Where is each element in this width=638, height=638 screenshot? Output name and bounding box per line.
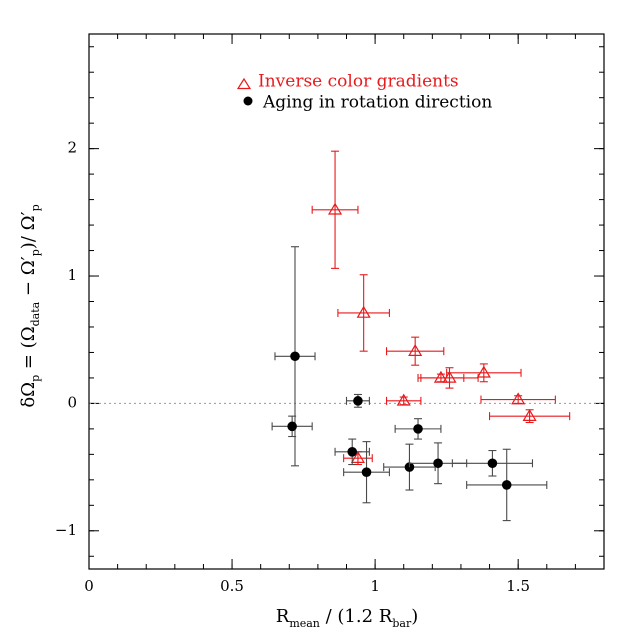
series-inverse-color-gradients: [311, 150, 571, 466]
x-tick-label: 0.5: [220, 577, 244, 595]
y-tick-label: 1: [67, 266, 77, 284]
data-series: [271, 150, 571, 522]
error-bar: [489, 409, 571, 424]
triangle-marker: [442, 370, 457, 383]
x-axis-label: Rmean / (1.2 Rbar): [276, 606, 418, 630]
triangle-marker: [433, 370, 448, 383]
circle-marker: [347, 447, 358, 457]
x-axis-label-main: R: [276, 606, 290, 627]
y-tick-labels: −1 0 1 2: [55, 139, 77, 539]
error-bar: [337, 274, 390, 352]
x-tick-labels: 0 0.5 1 1.5: [84, 577, 530, 595]
legend-label-aging-rotation: Aging in rotation direction: [262, 93, 492, 113]
triangle-marker: [522, 408, 537, 421]
triangle-marker: [396, 393, 411, 406]
circle-marker: [501, 480, 512, 490]
x-axis-label-end: ): [411, 606, 418, 627]
x-axis-label-sub-mean: mean: [289, 617, 320, 630]
legend-label-inverse-color-gradients: Inverse color gradients: [258, 72, 459, 92]
error-bar: [386, 336, 445, 366]
plot-frame: [88, 33, 605, 570]
circle-marker: [413, 424, 423, 434]
x-tick-label: 0: [84, 577, 94, 595]
y-axis-label-part3: − Ω′: [18, 256, 39, 302]
circle-marker: [290, 351, 300, 362]
error-bar: [480, 395, 556, 404]
y-axis-label-part1: δΩ: [18, 382, 39, 408]
y-axis-label-part2: = (Ω: [18, 326, 39, 374]
y-axis-label: δΩp = (Ωdata − Ω′p)/ Ω′p: [18, 204, 42, 407]
x-tick-label: 1: [370, 577, 380, 595]
error-bar: [311, 150, 359, 269]
tick-marks: [88, 34, 605, 569]
circle-marker: [287, 421, 297, 432]
y-axis-label-sub4: p: [29, 204, 42, 211]
x-axis-label-mid: / (1.2 R: [320, 606, 393, 627]
legend-marker-triangle: [236, 77, 252, 90]
triangle-marker: [356, 305, 371, 318]
y-tick-label: 0: [67, 393, 77, 411]
y-axis-label-part4: )/ Ω′: [18, 211, 39, 249]
circle-marker: [361, 467, 372, 477]
triangle-marker: [408, 343, 423, 356]
triangle-marker: [328, 202, 343, 215]
y-axis-label-sub3: p: [29, 249, 42, 256]
x-tick-label: 1.5: [506, 577, 530, 595]
legend-marker-circle: [243, 96, 253, 106]
series-aging-rotation: [271, 246, 548, 522]
y-axis-label-sub1: p: [29, 375, 42, 382]
y-tick-label: −1: [55, 521, 77, 539]
circle-marker: [487, 458, 498, 469]
y-axis-label-sub2: data: [29, 301, 42, 326]
triangle-marker: [350, 450, 365, 463]
y-tick-label: 2: [67, 139, 77, 157]
circle-marker: [353, 396, 363, 406]
circle-marker: [433, 458, 443, 469]
triangle-marker: [476, 365, 491, 378]
x-axis-label-sub-bar: bar: [392, 617, 412, 630]
legend: Inverse color gradients Aging in rotatio…: [236, 72, 492, 113]
triangle-marker: [511, 392, 526, 405]
